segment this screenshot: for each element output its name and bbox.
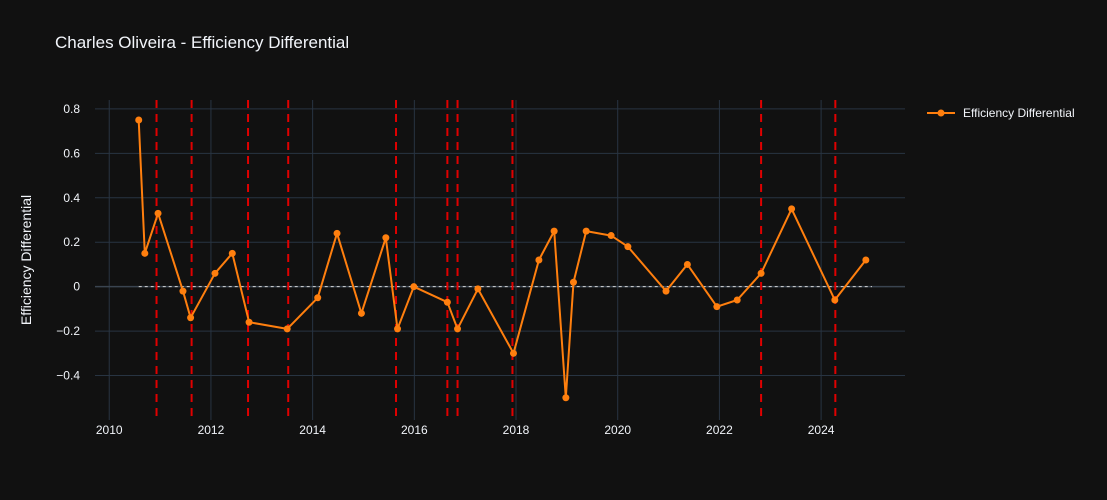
legend-label: Efficiency Differential: [963, 106, 1075, 120]
legend-line-marker-icon: [927, 109, 955, 117]
data-point[interactable]: [713, 303, 721, 311]
data-point[interactable]: [228, 249, 236, 257]
x-tick-label: 2010: [96, 423, 123, 437]
data-point[interactable]: [474, 285, 482, 293]
data-point[interactable]: [333, 229, 341, 237]
data-point[interactable]: [683, 260, 691, 268]
data-point[interactable]: [179, 287, 187, 295]
y-tick-label: 0.6: [63, 146, 80, 160]
data-point[interactable]: [582, 227, 590, 235]
data-point[interactable]: [410, 283, 418, 291]
vertical-markers: [155, 100, 837, 420]
x-tick-label: 2012: [198, 423, 225, 437]
y-tick-label: −0.4: [56, 369, 80, 383]
x-tick-label: 2016: [401, 423, 428, 437]
y-tick-label: 0.8: [63, 102, 80, 116]
data-point[interactable]: [211, 269, 219, 277]
data-point[interactable]: [535, 256, 543, 264]
data-point[interactable]: [862, 256, 870, 264]
y-axis-title: Efficiency Differential: [18, 195, 34, 325]
data-point[interactable]: [757, 269, 765, 277]
data-point[interactable]: [569, 278, 577, 286]
data-point[interactable]: [788, 205, 796, 213]
data-point[interactable]: [314, 294, 322, 302]
data-point[interactable]: [733, 296, 741, 304]
data-point[interactable]: [141, 249, 149, 257]
data-point[interactable]: [357, 309, 365, 317]
series-group: [135, 116, 870, 402]
data-point[interactable]: [831, 296, 839, 304]
data-point[interactable]: [550, 227, 558, 235]
x-tick-label: 2022: [706, 423, 733, 437]
data-point[interactable]: [662, 287, 670, 295]
data-point[interactable]: [607, 232, 615, 240]
data-point[interactable]: [394, 325, 402, 333]
x-tick-label: 2024: [808, 423, 835, 437]
grid: [95, 100, 905, 420]
x-tick-label: 2014: [299, 423, 326, 437]
data-point[interactable]: [509, 349, 517, 357]
x-axis-ticks: 2010 2012 2014 2016 2018 2020 2022 2024: [96, 423, 835, 437]
data-point[interactable]: [283, 325, 291, 333]
data-point[interactable]: [562, 394, 570, 402]
x-tick-label: 2020: [604, 423, 631, 437]
y-tick-label: 0: [73, 280, 80, 294]
x-tick-label: 2018: [503, 423, 530, 437]
data-point[interactable]: [135, 116, 143, 124]
data-point[interactable]: [382, 234, 390, 242]
y-tick-label: 0.4: [63, 191, 80, 205]
series-line: [137, 119, 867, 399]
y-tick-label: 0.2: [63, 235, 80, 249]
data-point[interactable]: [624, 243, 632, 251]
y-axis-ticks: 0.8 0.6 0.4 0.2 0 −0.2 −0.4: [56, 102, 80, 383]
y-tick-label: −0.2: [56, 324, 80, 338]
chart-title: Charles Oliveira - Efficiency Differenti…: [55, 33, 350, 52]
data-point[interactable]: [443, 298, 451, 306]
data-point[interactable]: [154, 209, 162, 217]
data-point[interactable]: [187, 314, 195, 322]
data-point[interactable]: [245, 318, 253, 326]
legend-item-efficiency-differential[interactable]: Efficiency Differential: [925, 106, 1075, 120]
data-point[interactable]: [454, 325, 462, 333]
